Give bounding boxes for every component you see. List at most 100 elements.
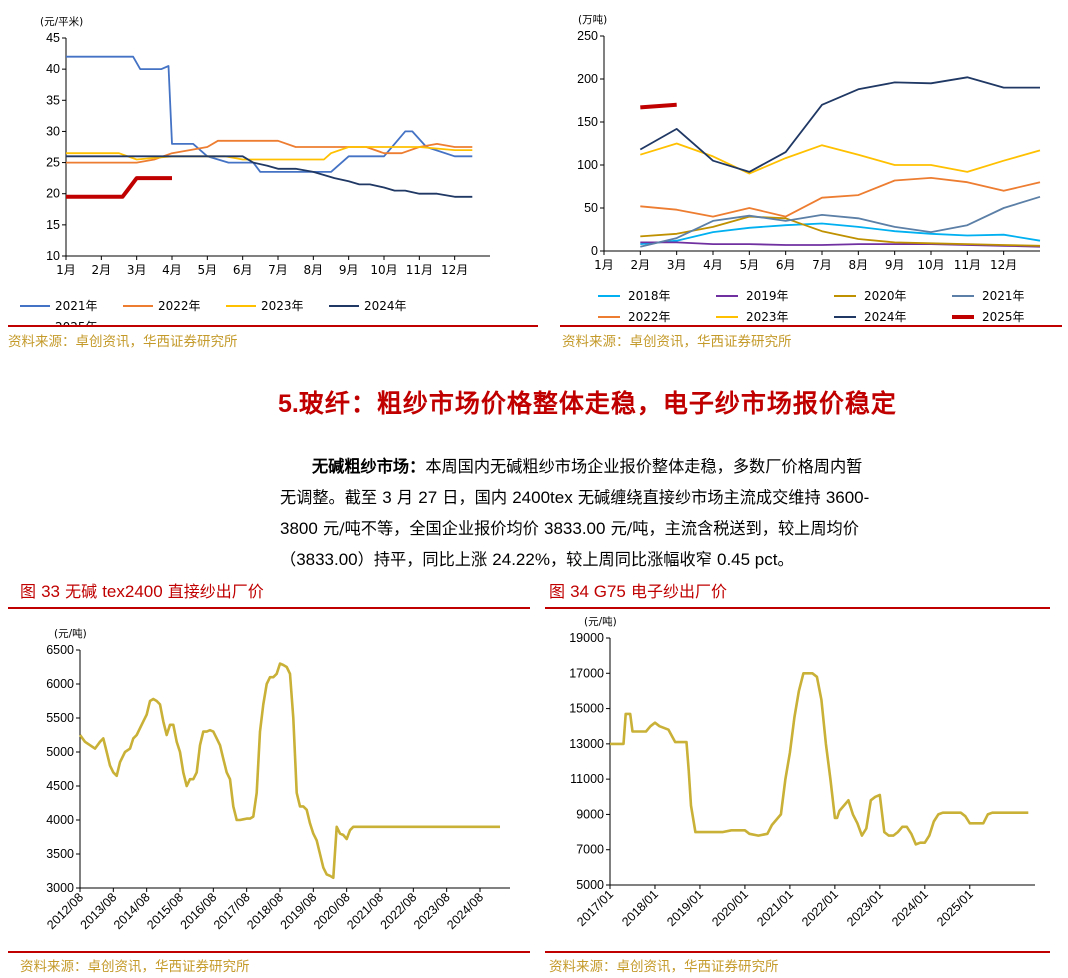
- y-tick-label: 15: [46, 218, 60, 232]
- series-line: [610, 672, 1029, 846]
- x-tick-label: 3月: [127, 263, 147, 277]
- x-tick-label: 4月: [162, 263, 182, 277]
- y-tick-label: 200: [577, 72, 598, 86]
- source-note-bottom-right: 资料来源：卓创资讯，华西证券研究所: [549, 959, 779, 975]
- y-tick-label: 19000: [569, 631, 604, 645]
- paragraph-number: 3800: [280, 519, 318, 538]
- figure-text: 无碱: [60, 582, 103, 601]
- x-tick-label: 1月: [56, 263, 76, 277]
- figure-number: 34 G75: [570, 582, 626, 601]
- legend-label: 2018年: [628, 289, 671, 303]
- figure-prefix: 图: [20, 582, 42, 601]
- y-tick-label: 6500: [46, 643, 74, 657]
- x-tick-label: 2022/01: [799, 887, 841, 929]
- y-tick-label: 150: [577, 115, 598, 129]
- x-tick-label: 10月: [917, 258, 944, 272]
- y-axis-label: (元/吨): [54, 627, 87, 640]
- series-line-2021年: [66, 55, 473, 173]
- legend-label: 2020年: [864, 289, 907, 303]
- x-tick-label: 6月: [776, 258, 796, 272]
- divider-line-bottom-left: [8, 951, 530, 953]
- y-tick-label: 5500: [46, 711, 74, 725]
- legend-label: 2023年: [261, 299, 304, 313]
- series-line-2021年: [640, 195, 1041, 248]
- x-tick-label: 2021/01: [754, 887, 796, 929]
- x-tick-label: 2020/01: [709, 887, 751, 929]
- paragraph-text: 元/吨不等，全国企业报价均价: [317, 519, 545, 538]
- y-tick-label: 17000: [569, 666, 604, 680]
- paragraph-text: 元/吨，主流含税送到，较上周均价: [605, 519, 859, 538]
- x-tick-label: 2月: [92, 263, 112, 277]
- y-tick-label: 5000: [576, 878, 604, 892]
- y-tick-label: 0: [591, 244, 598, 258]
- x-tick-label: 2025/01: [934, 887, 976, 929]
- y-tick-label: 35: [46, 93, 60, 107]
- figure-34-rule: [545, 607, 1050, 609]
- legend-label: 2024年: [364, 299, 407, 313]
- x-tick-label: 2024/01: [889, 887, 931, 929]
- x-tick-label: 12月: [990, 258, 1017, 272]
- source-note-top-left: 资料来源：卓创资讯，华西证券研究所: [8, 334, 238, 350]
- figure-latin: tex2400: [102, 582, 163, 601]
- divider-line-top-right: [560, 325, 1062, 327]
- legend-label: 2025年: [55, 320, 98, 325]
- y-tick-label: 50: [584, 201, 598, 215]
- paragraph-line-1: 无碱粗纱市场：本周国内无碱粗纱市场企业报价整体走稳，多数厂价格周内暂: [280, 451, 1060, 482]
- y-tick-label: 4000: [46, 813, 74, 827]
- y-tick-label: 100: [577, 158, 598, 172]
- paragraph-text: （: [280, 550, 297, 569]
- y-tick-label: 4500: [46, 779, 74, 793]
- paragraph-text: 月: [391, 488, 419, 507]
- y-tick-label: 30: [46, 124, 60, 138]
- y-tick-label: 7000: [576, 843, 604, 857]
- y-tick-label: 20: [46, 187, 60, 201]
- x-tick-label: 11月: [406, 263, 433, 277]
- series-line-2020年: [640, 215, 1041, 247]
- figure-prefix: 图: [549, 582, 571, 601]
- y-tick-label: 9000: [576, 807, 604, 821]
- x-tick-label: 2018/01: [619, 887, 661, 929]
- series-line: [78, 662, 500, 880]
- x-tick-label: 6月: [233, 263, 253, 277]
- legend-label: 2019年: [746, 289, 789, 303]
- x-tick-label: 2024/08: [444, 890, 486, 932]
- series-line-2025年: [640, 102, 677, 110]
- body-paragraph: 无碱粗纱市场：本周国内无碱粗纱市场企业报价整体走稳，多数厂价格周内暂 无调整。截…: [280, 451, 1060, 575]
- paragraph-text: ，较上周同比涨幅收窄: [549, 550, 717, 569]
- paragraph-text: 无调整。截至: [280, 488, 383, 507]
- paragraph-text: 。: [777, 550, 794, 569]
- x-tick-label: 7月: [268, 263, 288, 277]
- legend-label: 2024年: [864, 310, 907, 324]
- x-tick-label: 5月: [198, 263, 218, 277]
- y-tick-label: 40: [46, 62, 60, 76]
- y-tick-label: 15000: [569, 702, 604, 716]
- figure-33-rule: [8, 607, 530, 609]
- divider-line-top-left: [8, 325, 538, 327]
- series-line-2024年: [639, 76, 1040, 173]
- source-note-top-right: 资料来源：卓创资讯，华西证券研究所: [562, 334, 792, 350]
- figure-34-title: 图 34 G75 电子纱出厂价: [549, 578, 727, 602]
- legend-label: 2021年: [55, 299, 98, 313]
- x-tick-label: 11月: [954, 258, 981, 272]
- chart-bottom-left: 30003500400045005000550060006500(元/吨)201…: [44, 627, 510, 932]
- paragraph-line-3: 3800 元/吨不等，全国企业报价均价 3833.00 元/吨，主流含税送到，较…: [280, 513, 1060, 544]
- x-tick-label: 2023/01: [844, 887, 886, 929]
- section-number: 5.: [278, 390, 299, 418]
- y-tick-label: 3000: [46, 881, 74, 895]
- paragraph-text: 无碱缠绕直接纱市场主流成交维持: [572, 488, 826, 507]
- series-line-2025年: [66, 176, 172, 199]
- figure-number: 33: [41, 582, 61, 601]
- paragraph-number: 24.22%: [492, 550, 550, 569]
- y-tick-label: 25: [46, 156, 60, 170]
- paragraph-number: 3833.00: [544, 519, 606, 538]
- y-axis-label: (万吨): [578, 13, 607, 26]
- paragraph-number: 3: [382, 488, 392, 507]
- source-note-bottom-left: 资料来源：卓创资讯，华西证券研究所: [20, 959, 250, 975]
- paragraph-number: 3600-: [825, 488, 870, 507]
- x-tick-label: 1月: [594, 258, 614, 272]
- paragraph-number: 2400tex: [512, 488, 573, 507]
- paragraph-number: 27: [418, 488, 438, 507]
- legend-label: 2022年: [628, 310, 671, 324]
- figure-33-title: 图 33 无碱 tex2400 直接纱出厂价: [20, 578, 264, 602]
- series-line-2022年: [66, 139, 473, 164]
